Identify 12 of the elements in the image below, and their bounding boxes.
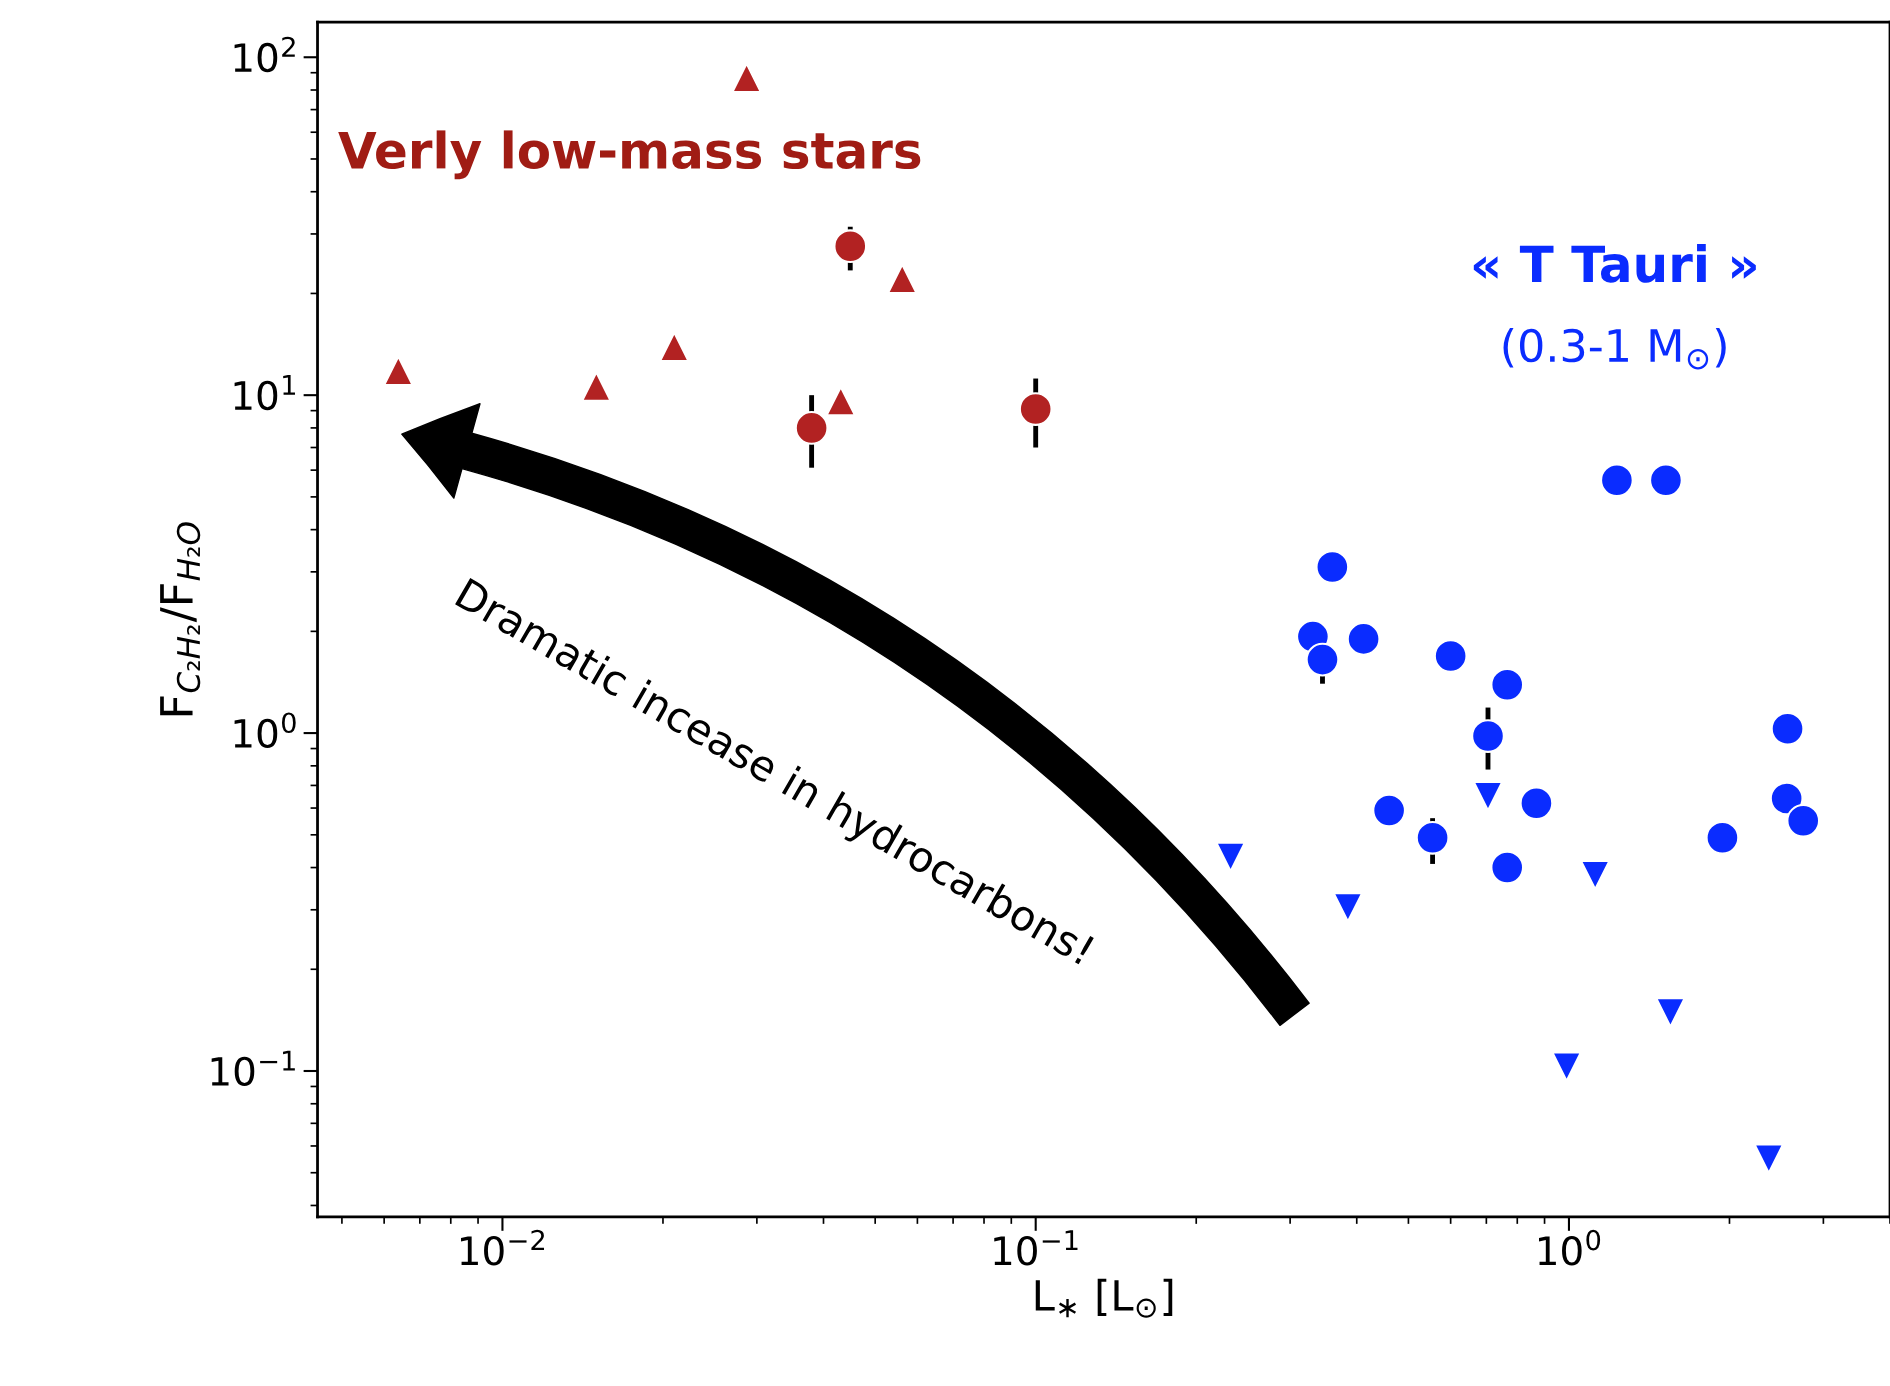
x-axis-title: L$_{∗}$ [L$_{⊙}$] (1035, 1278, 1173, 1318)
annotation: (0.3-1 M$_{⊙}$) (1503, 328, 1726, 370)
y-tick-label: 10$^{−1}$ (211, 1050, 295, 1087)
y-axis-title: F$_{C₂H₂}$/F$_{H₂O}$ (160, 522, 201, 716)
y-tick-label: 10$^{2}$ (234, 36, 295, 73)
x-tick-label: 10$^{−2}$ (461, 1229, 545, 1266)
y-tick-label: 10$^{0}$ (234, 712, 296, 749)
annotation: Verly low-mass stars (338, 130, 921, 180)
x-tick-label: 10$^{−1}$ (994, 1230, 1078, 1266)
annotation: « T Tauri » (1473, 244, 1756, 283)
x-tick-label: 10$^{0}$ (1539, 1229, 1601, 1266)
y-tick-label: 10$^{1}$ (234, 374, 295, 411)
